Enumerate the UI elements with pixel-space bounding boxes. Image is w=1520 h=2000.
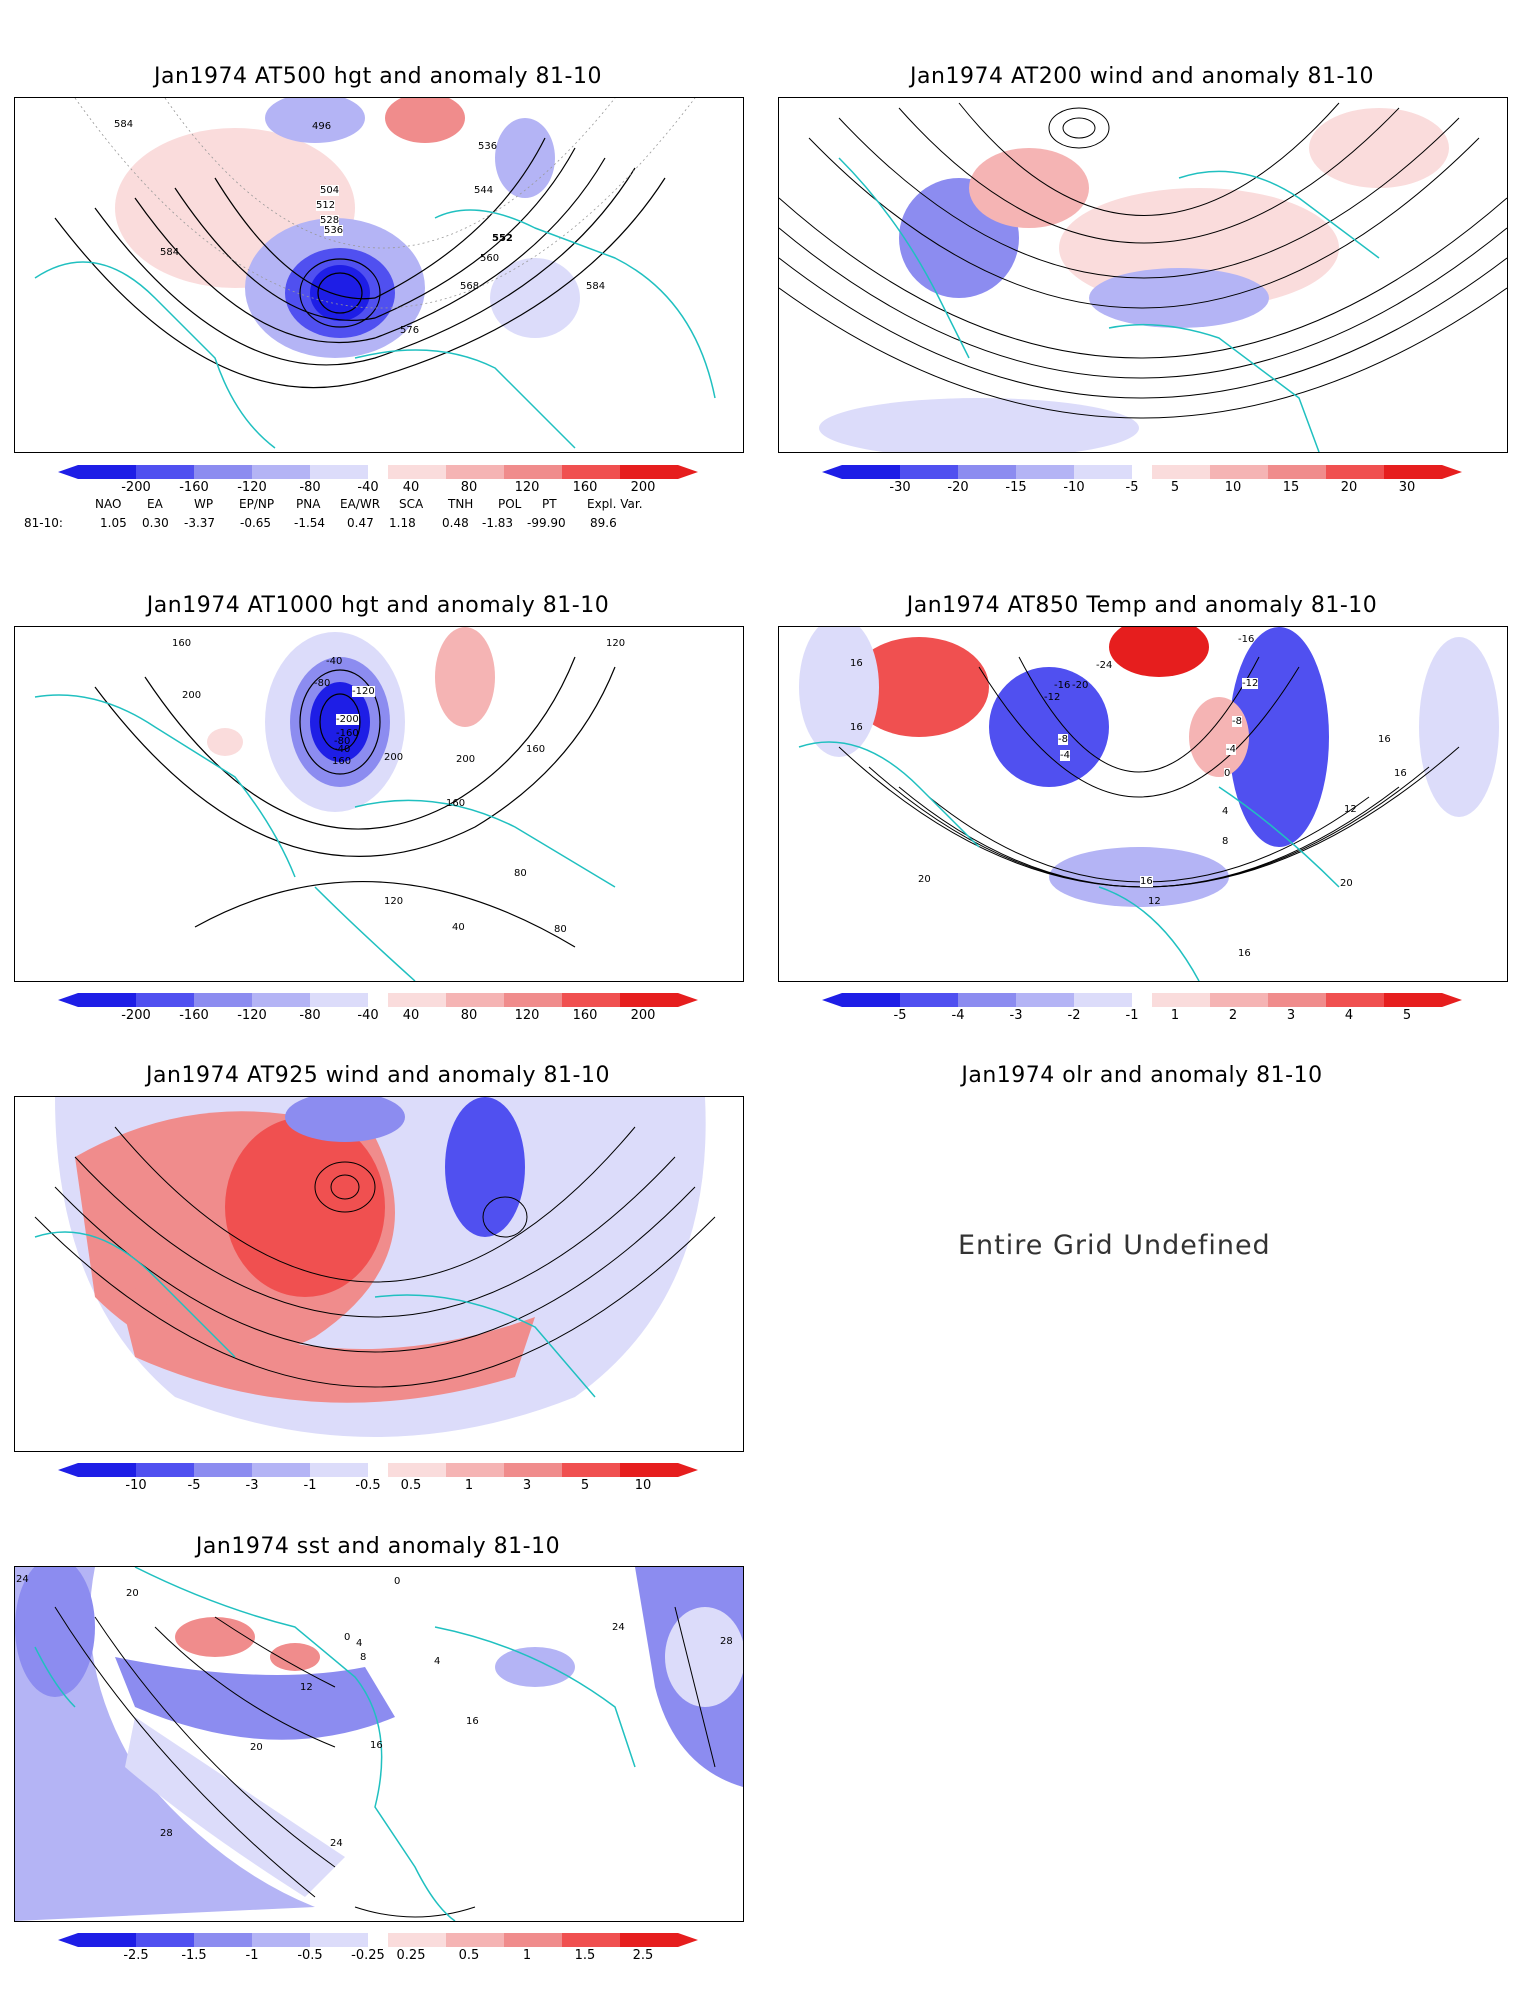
contour-labels-at1000: 160 200 -40 -80 -120 -200 -160 -80 -40 1… [172,638,626,935]
colorbar-at500 [58,464,698,479]
colorbar-labels-at200: -30 -20 -15 -10 -5 5 10 15 20 30 [889,480,1416,495]
panel-title-at925: Jan1974 AT925 wind and anomaly 81-10 [146,1063,610,1088]
contour-labels-at500: 584 496 504 512 528 536 536 544 552 560 … [114,119,606,336]
olr-undefined-message: Entire Grid Undefined [958,1230,1271,1261]
colorbar-sst [58,1932,698,1947]
panel-title-sst: Jan1974 sst and anomaly 81-10 [195,1534,561,1559]
map-panel-at850 [778,626,1508,982]
map-panel-at500 [14,97,744,453]
colorbar-labels-sst: -2.5 -1.5 -1 -0.5 -0.25 0.25 0.5 1 1.5 2.5 [123,1948,654,1963]
colorbar-at925 [58,1462,698,1477]
panel-title-at850: Jan1974 AT850 Temp and anomaly 81-10 [906,593,1378,618]
colorbar-labels-at1000: -200 -160 -120 -80 -40 40 80 120 160 200 [121,1008,656,1023]
colorbar-at1000 [58,992,698,1007]
colorbar-at850 [822,992,1462,1007]
colorbar-at200 [822,464,1462,479]
panel-title-at1000: Jan1974 AT1000 hgt and anomaly 81-10 [146,593,610,618]
colorbar-labels-at500: -200 -160 -120 -80 -40 40 80 120 160 200 [121,480,656,495]
contour-labels-sst: 24 20 0 4 8 12 16 20 24 28 16 24 28 0 4 [16,1574,733,1849]
panel-title-at500: Jan1974 AT500 hgt and anomaly 81-10 [154,64,602,89]
map-panel-at925 [14,1096,744,1452]
panel-title-at200: Jan1974 AT200 wind and anomaly 81-10 [910,64,1374,89]
contour-labels-at850: 16 16 -24 -20 -16 -12 -8 -4 -16 -12 -8 -… [850,634,1407,959]
panel-title-olr: Jan1974 olr and anomaly 81-10 [961,1063,1323,1088]
map-panel-at200 [778,97,1508,453]
map-panel-sst [14,1566,744,1922]
